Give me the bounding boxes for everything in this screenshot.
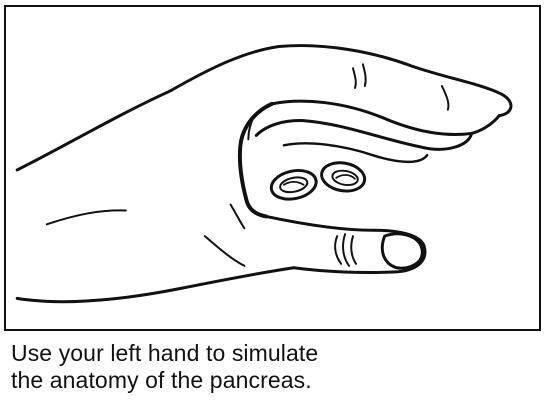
thumb-nail xyxy=(380,232,424,270)
wrist-crease xyxy=(45,209,127,226)
caption-line-1: Use your left hand to simulate xyxy=(11,340,319,366)
illustration-frame xyxy=(4,5,541,331)
left-hand-pancreas-illustration xyxy=(15,44,513,304)
knuckle-line xyxy=(247,114,256,141)
thumb-crease-2 xyxy=(342,233,351,267)
palm-crease-1 xyxy=(203,235,246,267)
palm-crease-2 xyxy=(229,203,246,230)
pancreas-segment-right xyxy=(320,161,367,193)
caption-line-2: the anatomy of the pancreas. xyxy=(11,367,312,393)
thumb-crease-1 xyxy=(334,235,343,265)
middle-finger xyxy=(254,119,474,151)
finger-detail-2 xyxy=(361,63,367,88)
hand-lower-outline xyxy=(15,266,296,304)
hand-upper-outline xyxy=(15,44,513,172)
figure-caption: Use your left hand to simulate the anato… xyxy=(11,340,531,394)
palm-inner-edge xyxy=(237,101,274,219)
finger-detail-3 xyxy=(440,85,450,111)
index-finger xyxy=(270,99,501,137)
ring-finger xyxy=(282,142,429,164)
thumb xyxy=(264,214,427,274)
pancreas-segment-left xyxy=(269,168,318,201)
thumb-crease-3 xyxy=(350,235,357,265)
finger-detail-1 xyxy=(352,67,357,89)
